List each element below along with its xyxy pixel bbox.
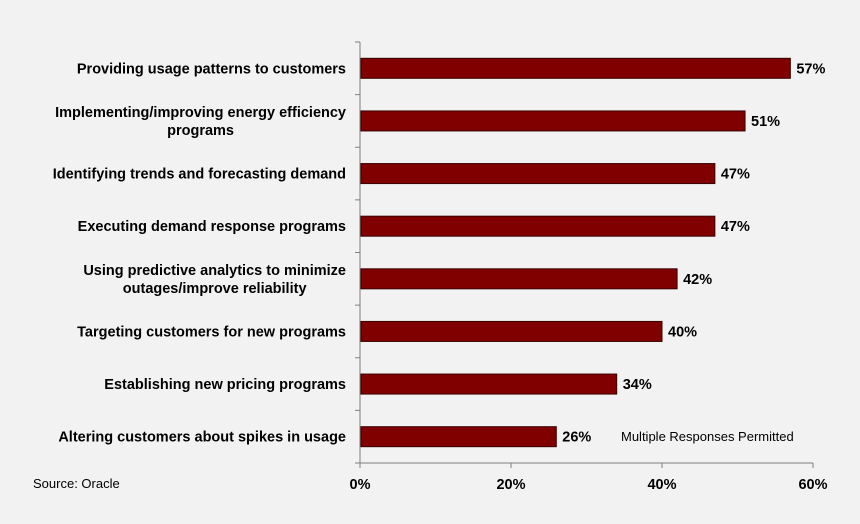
bar [360,373,618,395]
bar-value-label: 42% [683,272,712,288]
category-label-line: Altering customers about spikes in usage [58,430,346,446]
bars-group [360,57,791,448]
bar-value-label: 26% [562,430,591,446]
bar [360,57,791,79]
bar-value-label: 47% [721,219,750,235]
bar-value-label: 34% [623,377,652,393]
category-label-line: outages/improve reliability [123,281,307,297]
category-labels-group: Providing usage patterns to customers Imp… [53,61,346,445]
category-label: Identifying trends and forecasting deman… [53,167,346,183]
bar-value-label: 57% [796,61,825,77]
bar-value-label: 47% [721,167,750,183]
axis-group: 0% 20% 40% 60% [350,41,828,493]
value-labels-group: 57% 51% 47% 47% 42% 40% 34% 26% [562,61,825,445]
category-label-line: Executing demand response programs [78,219,346,235]
bar [360,163,716,185]
category-label-line: Targeting customers for new programs [77,324,346,340]
bar [360,110,746,132]
multiple-responses-note: Multiple Responses Permitted [621,429,794,444]
category-label: Targeting customers for new programs [77,324,346,340]
category-label: Using predictive analytics to minimize ou… [83,263,346,297]
category-label-line: Establishing new pricing programs [104,377,346,393]
category-label: Establishing new pricing programs [104,377,346,393]
source-note: Source: Oracle [33,476,120,491]
category-label-line: programs [167,123,234,139]
bar [360,426,557,448]
category-label: Implementing/improving energy efficiency… [55,105,346,139]
x-tick-label: 0% [350,477,371,493]
bar [360,320,663,342]
x-tick-label: 60% [798,477,827,493]
bar-value-label: 51% [751,114,780,130]
category-label-line: Identifying trends and forecasting deman… [53,167,346,183]
category-label: Altering customers about spikes in usage [58,430,346,446]
category-label-line: Using predictive analytics to minimize [83,263,346,279]
category-label: Executing demand response programs [78,219,346,235]
x-tick-label: 40% [647,477,676,493]
bar [360,268,678,290]
category-label-line: Implementing/improving energy efficiency [55,105,346,121]
bar [360,215,716,237]
category-label-line: Providing usage patterns to customers [77,61,346,77]
category-label: Providing usage patterns to customers [77,61,346,77]
bar-value-label: 40% [668,324,697,340]
x-tick-label: 20% [496,477,525,493]
